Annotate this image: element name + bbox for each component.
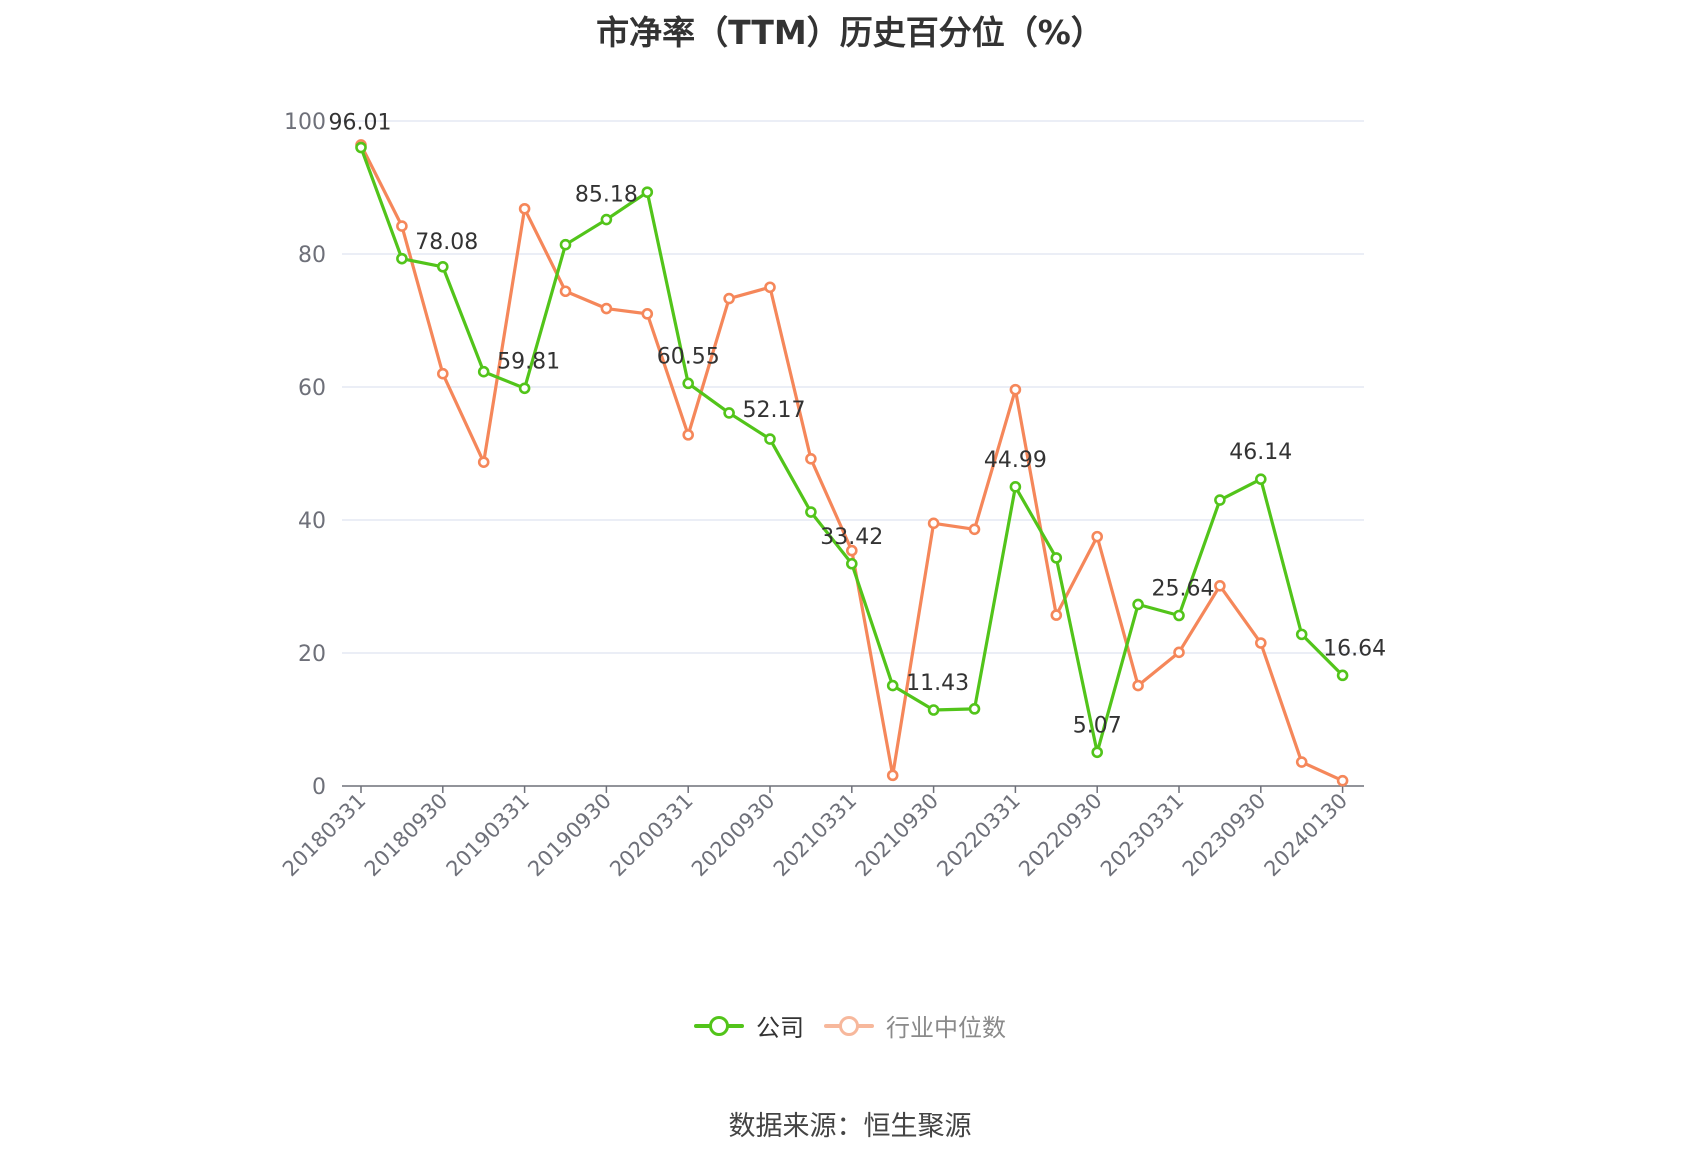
data-label: 59.81 xyxy=(497,349,560,374)
data-point-industry xyxy=(559,285,572,298)
y-tick-label: 60 xyxy=(298,376,326,401)
data-point-industry xyxy=(1132,679,1144,692)
legend-company-line-icon xyxy=(694,1012,744,1040)
data-labels: 96.01 78.08 59.81 85.18 60.55 52.17 33.42 11.43… xyxy=(329,111,1387,739)
data-label: 25.64 xyxy=(1152,576,1215,601)
data-point-company xyxy=(1173,609,1185,622)
legend-item-industry[interactable]: 行业中位数 xyxy=(824,1008,1006,1043)
data-point-company xyxy=(968,703,981,715)
x-tick-label: 20230331 xyxy=(1096,789,1189,882)
y-tick-label: 100 xyxy=(284,110,326,135)
data-point-company xyxy=(1255,473,1267,485)
data-point-company xyxy=(477,365,490,378)
data-point-company xyxy=(559,238,572,251)
y-tick-label: 80 xyxy=(298,243,326,268)
data-point-company xyxy=(1336,669,1349,682)
x-tick-label: 20210930 xyxy=(851,789,944,882)
data-point-company xyxy=(805,506,817,518)
x-tick-label: 20230930 xyxy=(1178,789,1271,882)
data-label: 44.99 xyxy=(984,448,1047,473)
data-point-industry xyxy=(845,544,858,557)
data-point-industry xyxy=(396,220,408,232)
data-label: 33.42 xyxy=(820,525,883,550)
data-point-industry xyxy=(641,308,654,320)
data-point-industry xyxy=(1336,774,1349,787)
data-label: 46.14 xyxy=(1229,440,1292,465)
x-tick-label: 20240130 xyxy=(1260,789,1353,882)
series-line-industry xyxy=(359,144,1344,783)
data-point-company xyxy=(1050,552,1063,564)
data-point-company xyxy=(396,252,408,265)
x-axis xyxy=(342,785,1364,793)
grid-lines xyxy=(342,120,1364,654)
data-label: 96.01 xyxy=(329,111,392,136)
chart-title: 市净率（TTM）历史百分位（%） xyxy=(596,13,1104,52)
legend: 公司 行业中位数 xyxy=(0,1008,1700,1043)
data-point-company xyxy=(1132,598,1144,611)
x-tick-label: 20200930 xyxy=(687,789,780,882)
data-point-industry xyxy=(1255,637,1267,649)
y-tick-label: 40 xyxy=(298,509,326,534)
data-point-company xyxy=(518,382,531,395)
data-point-company xyxy=(600,213,613,226)
data-point-industry xyxy=(477,456,490,468)
data-point-industry xyxy=(886,769,899,782)
x-tick-label: 20220331 xyxy=(932,789,1025,882)
data-label: 16.64 xyxy=(1323,636,1386,661)
x-tick-label: 20210331 xyxy=(769,789,862,882)
y-tick-label: 20 xyxy=(298,642,326,667)
data-point-company xyxy=(886,679,899,692)
x-tick-label: 20190930 xyxy=(523,789,616,882)
data-point-industry xyxy=(1050,609,1063,621)
data-label: 11.43 xyxy=(906,671,969,696)
data-point-industry xyxy=(1009,383,1022,396)
data-point-company xyxy=(1214,494,1226,506)
data-point-company xyxy=(723,407,735,419)
data-point-company xyxy=(845,557,858,570)
data-label: 85.18 xyxy=(575,183,638,208)
data-point-company xyxy=(764,433,776,445)
data-point-company xyxy=(1009,481,1022,493)
data-label: 60.55 xyxy=(657,344,720,369)
data-point-company xyxy=(1295,628,1308,641)
legend-industry-line-icon xyxy=(824,1012,874,1040)
x-tick-label: 20200331 xyxy=(605,789,698,882)
data-label: 52.17 xyxy=(743,398,806,423)
data-label: 78.08 xyxy=(415,230,478,255)
x-axis-ticks: 2018033120180930201903312019093020200331… xyxy=(278,789,1352,882)
data-point-company xyxy=(436,260,449,273)
y-axis-ticks: 0 20 40 60 80 100 xyxy=(284,110,326,800)
y-tick-label: 0 xyxy=(312,775,326,800)
x-tick-label: 20180930 xyxy=(360,789,453,882)
data-point-industry xyxy=(927,517,940,530)
data-point-industry xyxy=(1295,756,1308,768)
data-point-company xyxy=(927,704,940,716)
data-point-industry xyxy=(518,202,531,215)
legend-industry-label: 行业中位数 xyxy=(886,1014,1006,1042)
data-point-industry xyxy=(723,292,735,305)
data-label: 5.07 xyxy=(1073,713,1122,738)
data-point-company xyxy=(1091,746,1103,759)
legend-item-company[interactable]: 公司 xyxy=(694,1008,804,1043)
series-line-company xyxy=(359,146,1344,754)
data-point-industry xyxy=(682,429,695,441)
data-point-industry xyxy=(1214,580,1226,592)
data-point-industry xyxy=(968,523,981,536)
x-tick-label: 20220930 xyxy=(1014,789,1107,882)
data-point-industry xyxy=(805,453,817,465)
legend-company-label: 公司 xyxy=(756,1014,804,1042)
data-source-note: 数据来源：恒生聚源 xyxy=(728,1111,972,1142)
data-point-industry xyxy=(1091,530,1103,543)
data-point-industry xyxy=(764,281,776,294)
data-point-industry xyxy=(600,302,613,315)
data-point-company xyxy=(641,186,654,198)
data-point-company xyxy=(682,377,695,390)
x-tick-label: 20180331 xyxy=(278,789,371,882)
series-layer xyxy=(355,139,1349,787)
data-point-industry xyxy=(1173,646,1185,659)
x-tick-label: 20190331 xyxy=(442,789,535,882)
data-point-industry xyxy=(436,367,449,380)
data-point-company xyxy=(355,141,367,154)
